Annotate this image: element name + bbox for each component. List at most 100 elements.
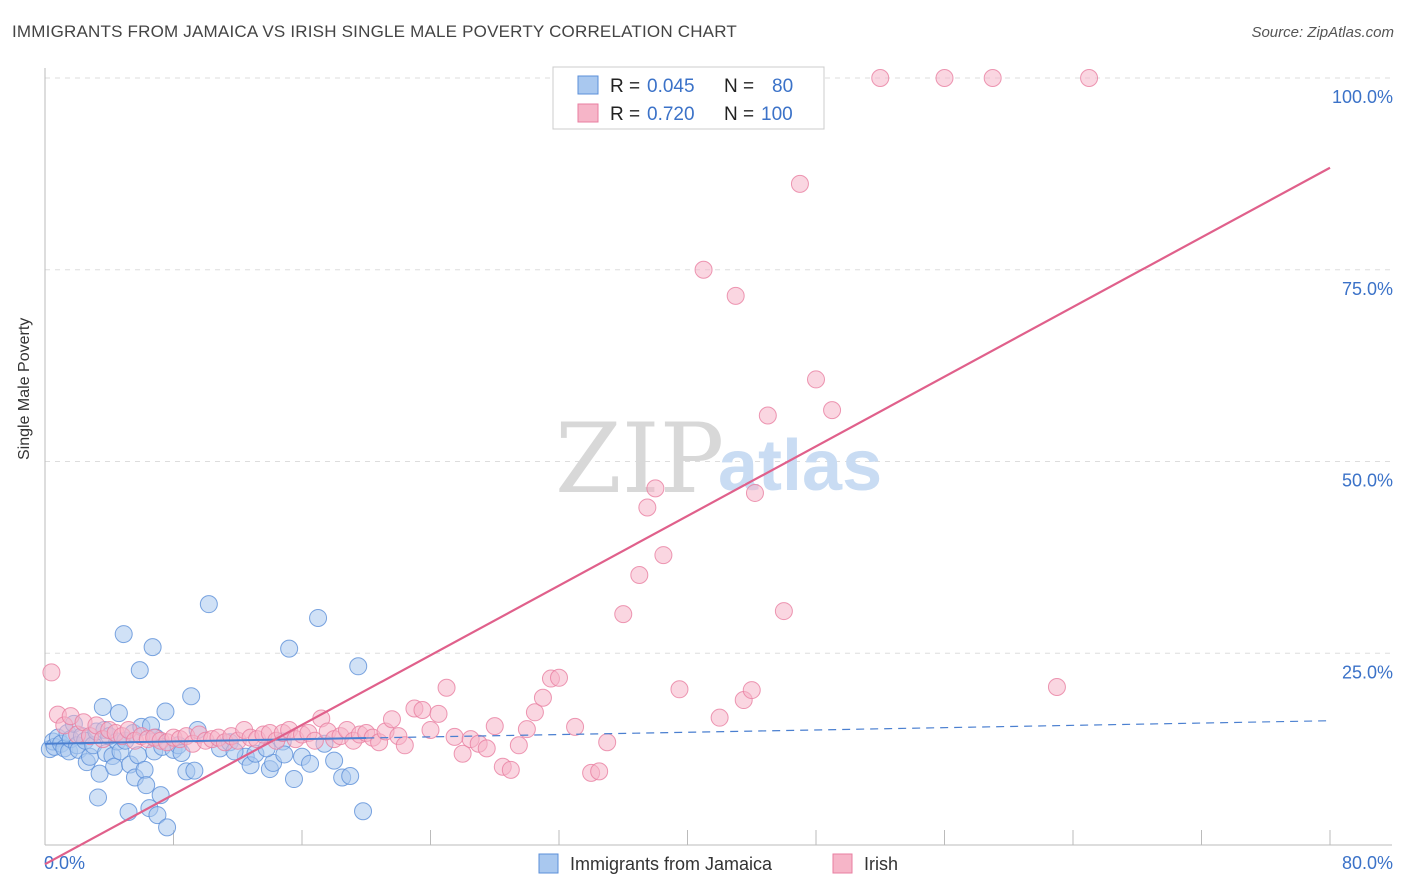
point-jamaica-20 bbox=[93, 697, 112, 716]
point-jamaica-74 bbox=[341, 766, 360, 785]
point-irish-91 bbox=[745, 483, 764, 502]
point-irish-55 bbox=[395, 736, 414, 755]
stats-legend-swatch-pink bbox=[577, 103, 599, 123]
point-irish-92 bbox=[758, 406, 777, 425]
point-jamaica-75 bbox=[349, 657, 368, 676]
point-jamaica-67 bbox=[284, 770, 303, 789]
legend-swatch-jamaica bbox=[538, 853, 559, 874]
x-tick-label-0: 0.0% bbox=[44, 853, 85, 873]
point-irish-98 bbox=[935, 69, 954, 87]
y-tick-label-3: 100.0% bbox=[1332, 87, 1393, 107]
point-irish-75 bbox=[566, 717, 585, 736]
y-tick-label-1: 50.0% bbox=[1342, 471, 1393, 491]
point-irish-57 bbox=[413, 701, 432, 720]
trend-line-jamaica-dashed bbox=[366, 720, 1331, 739]
point-irish-96 bbox=[823, 401, 842, 420]
point-jamaica-48 bbox=[156, 702, 175, 721]
legend-swatch-irish bbox=[832, 853, 853, 874]
point-irish-74 bbox=[550, 668, 568, 687]
stats-legend-swatch-blue bbox=[577, 75, 599, 95]
point-irish-82 bbox=[646, 479, 665, 498]
point-irish-84 bbox=[670, 680, 689, 699]
chart-source: Source: ZipAtlas.com bbox=[1251, 24, 1394, 41]
point-irish-58 bbox=[421, 720, 440, 739]
stats-r-value-2: 0.720 bbox=[647, 104, 695, 125]
point-jamaica-69 bbox=[301, 754, 320, 773]
point-irish-87 bbox=[710, 708, 729, 727]
stats-legend: R = 0.045 N = 80 R = 0.720 N = 100 bbox=[552, 66, 825, 130]
point-irish-59 bbox=[429, 704, 448, 723]
point-jamaica-56 bbox=[199, 595, 218, 614]
stats-r-value-1: 0.045 bbox=[647, 76, 695, 97]
chart-title: IMMIGRANTS FROM JAMAICA VS IRISH SINGLE … bbox=[12, 22, 737, 41]
point-irish-95 bbox=[807, 370, 825, 389]
point-irish-0 bbox=[42, 663, 61, 682]
point-irish-94 bbox=[790, 174, 809, 193]
y-tick-label-2: 75.0% bbox=[1342, 279, 1393, 299]
point-jamaica-29 bbox=[114, 625, 133, 644]
watermark-atlas: atlas bbox=[718, 426, 882, 506]
stats-n-value-1: 80 bbox=[772, 76, 793, 97]
point-jamaica-25 bbox=[105, 757, 124, 776]
point-irish-68 bbox=[501, 760, 520, 779]
series-legend: Immigrants from Jamaica Irish bbox=[538, 853, 898, 874]
point-irish-90 bbox=[742, 681, 761, 700]
point-jamaica-76 bbox=[354, 802, 373, 821]
point-irish-83 bbox=[654, 546, 673, 565]
point-irish-70 bbox=[517, 720, 536, 739]
point-jamaica-66 bbox=[280, 639, 299, 658]
point-jamaica-45 bbox=[148, 806, 167, 825]
trend-lines bbox=[44, 166, 1331, 866]
point-jamaica-27 bbox=[109, 704, 128, 723]
x-tick-label-1: 80.0% bbox=[1342, 853, 1393, 873]
point-jamaica-65 bbox=[275, 745, 294, 764]
watermark: ZIP atlas bbox=[555, 403, 882, 515]
legend-label-irish: Irish bbox=[864, 854, 898, 874]
point-irish-100 bbox=[1047, 677, 1066, 696]
point-irish-80 bbox=[630, 566, 649, 585]
point-irish-88 bbox=[726, 286, 745, 305]
point-irish-66 bbox=[485, 717, 504, 736]
y-tick-label-0: 25.0% bbox=[1342, 662, 1393, 682]
point-irish-71 bbox=[525, 703, 544, 722]
point-jamaica-38 bbox=[135, 760, 154, 779]
point-irish-77 bbox=[590, 762, 609, 781]
axes: 25.0% 50.0% 75.0% 100.0% 0.0% 80.0% bbox=[44, 68, 1393, 873]
point-irish-69 bbox=[509, 736, 528, 755]
stats-r-label-1: R = bbox=[610, 76, 640, 97]
point-irish-72 bbox=[533, 688, 552, 707]
point-jamaica-39 bbox=[137, 776, 156, 795]
point-irish-41 bbox=[305, 731, 324, 750]
point-irish-101 bbox=[1080, 69, 1099, 87]
watermark-zip: ZIP bbox=[555, 403, 724, 515]
point-jamaica-70 bbox=[309, 608, 328, 627]
point-irish-78 bbox=[598, 733, 617, 752]
point-jamaica-36 bbox=[130, 661, 149, 680]
point-irish-93 bbox=[774, 602, 793, 621]
point-irish-65 bbox=[477, 739, 496, 758]
point-irish-60 bbox=[437, 678, 456, 697]
point-jamaica-72 bbox=[325, 751, 344, 770]
point-irish-99 bbox=[983, 69, 1002, 87]
trend-line-irish bbox=[44, 166, 1331, 866]
legend-label-jamaica: Immigrants from Jamaica bbox=[570, 854, 773, 874]
point-irish-79 bbox=[614, 605, 633, 624]
stats-n-label-1: N = bbox=[724, 76, 754, 97]
point-irish-62 bbox=[453, 744, 472, 763]
point-irish-81 bbox=[638, 498, 657, 517]
point-jamaica-53 bbox=[182, 687, 201, 706]
stats-r-label-2: R = bbox=[610, 104, 640, 125]
point-jamaica-42 bbox=[143, 638, 162, 657]
point-jamaica-49 bbox=[158, 818, 177, 837]
grid bbox=[45, 77, 1390, 654]
point-jamaica-18 bbox=[89, 788, 108, 807]
point-irish-97 bbox=[871, 69, 890, 87]
point-jamaica-19 bbox=[90, 764, 109, 783]
point-irish-53 bbox=[382, 710, 401, 729]
data-points bbox=[40, 69, 1099, 837]
point-irish-86 bbox=[694, 260, 713, 279]
stats-n-value-2: 100 bbox=[761, 104, 793, 125]
trend-line-jamaica-solid bbox=[44, 737, 367, 745]
stats-n-label-2: N = bbox=[724, 104, 754, 125]
